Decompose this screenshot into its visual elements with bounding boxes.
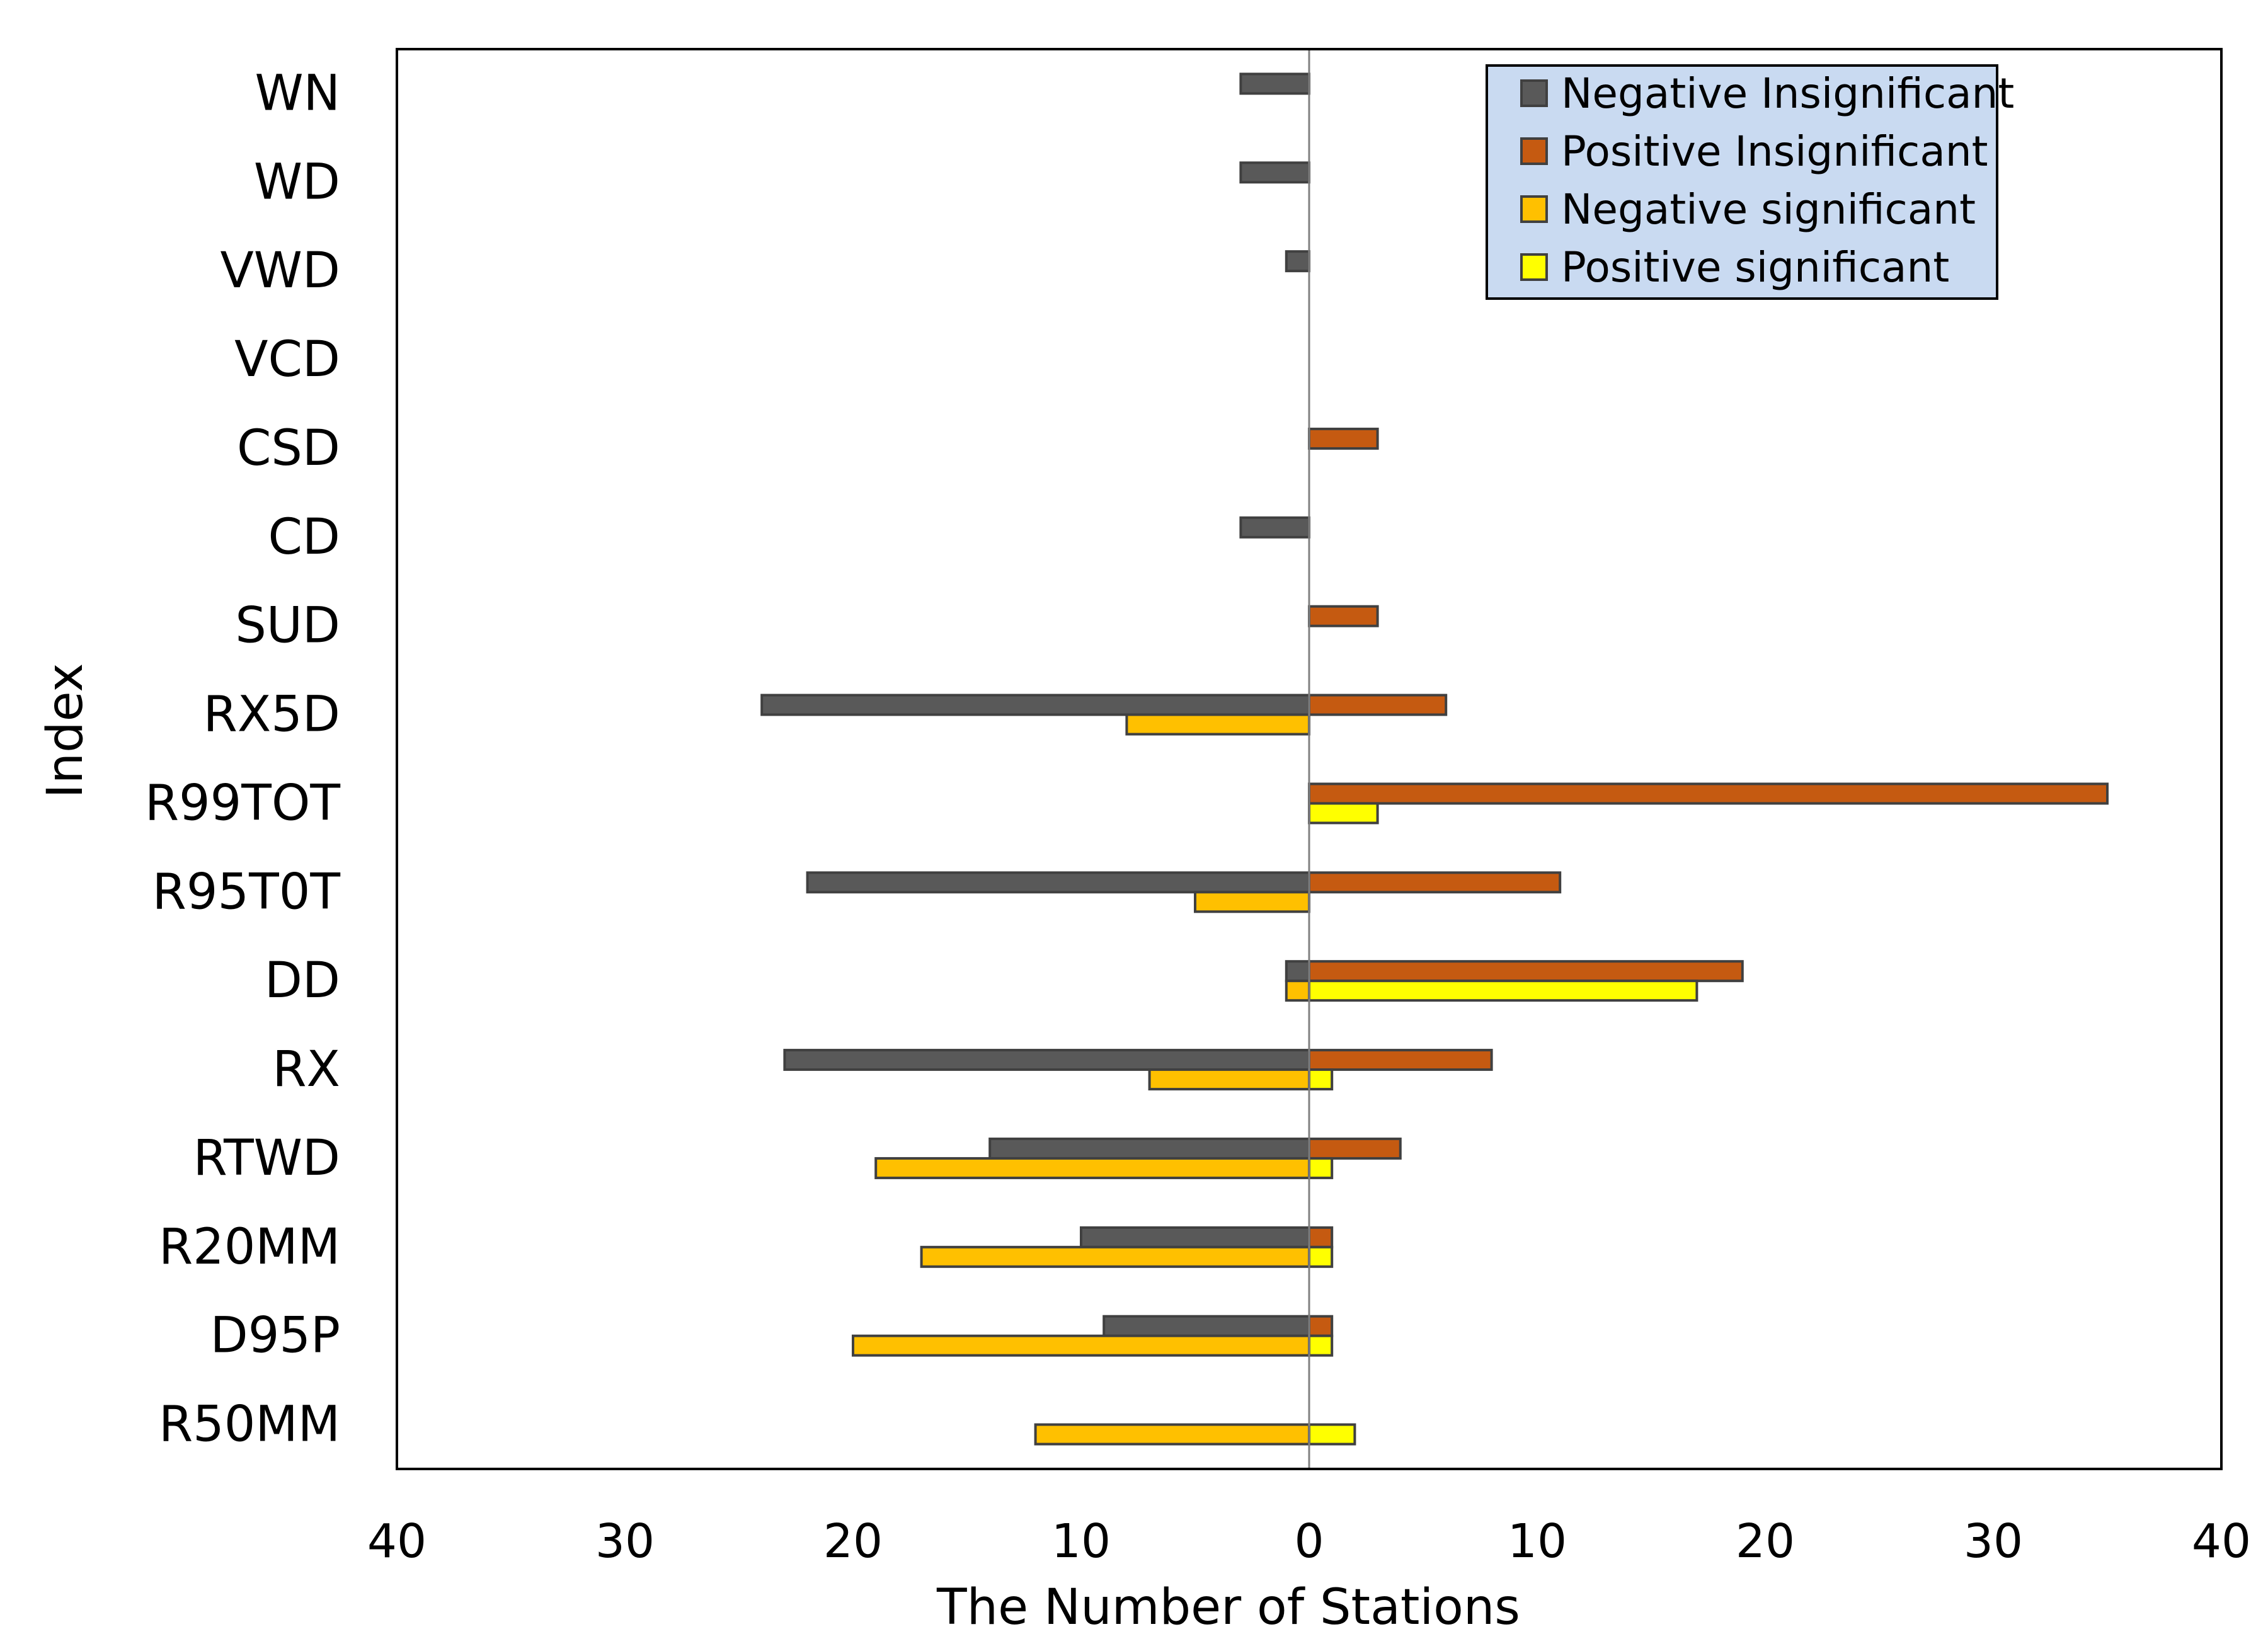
category-label-sud: SUD xyxy=(235,598,340,654)
bar-positive-insignificant-sud xyxy=(1308,605,1379,627)
x-tick-label: 30 xyxy=(1964,1514,2023,1568)
bar-negative-significant-rx5d xyxy=(1125,713,1311,736)
category-label-r95t0t: R95T0T xyxy=(152,864,341,920)
bar-positive-insignificant-d95p xyxy=(1308,1315,1334,1337)
legend-label-positive-significant: Positive significant xyxy=(1561,243,1949,292)
bar-positive-insignificant-rx5d xyxy=(1308,694,1448,716)
bar-positive-insignificant-r95t0t xyxy=(1308,871,1562,894)
category-label-r99tot: R99TOT xyxy=(145,775,340,831)
bar-negative-insignificant-wn xyxy=(1239,72,1311,95)
category-labels: WN WD VWD VCD CSD CD SUD RX5D R99TOT R95T0T DD RX RT… xyxy=(145,65,340,1453)
x-tick-label: 40 xyxy=(2192,1514,2251,1568)
bar-negative-insignificant-vwd xyxy=(1285,250,1311,273)
category-label-wn: WN xyxy=(255,65,340,122)
legend: Negative Insignificant Positive Insignifi… xyxy=(1486,64,2014,300)
bar-positive-significant-r99tot xyxy=(1308,802,1379,825)
category-label-r50mm: R50MM xyxy=(159,1397,340,1453)
bar-positive-insignificant-r99tot xyxy=(1308,782,2109,805)
bar-negative-insignificant-rtwd xyxy=(988,1137,1310,1160)
plot-frame xyxy=(396,48,2223,1470)
x-tick-label: 20 xyxy=(1736,1514,1795,1568)
category-label-csd: CSD xyxy=(237,420,340,477)
category-label-vwd: VWD xyxy=(220,243,340,299)
bar-negative-insignificant-rx5d xyxy=(760,694,1310,716)
category-label-cd: CD xyxy=(268,509,340,566)
x-tick-label: 10 xyxy=(1508,1514,1567,1568)
bar-positive-significant-rtwd xyxy=(1308,1157,1334,1179)
bar-positive-significant-dd xyxy=(1308,980,1698,1002)
bar-positive-insignificant-r20mm xyxy=(1308,1226,1334,1248)
category-label-wd: WD xyxy=(254,154,340,210)
bar-negative-significant-r95t0t xyxy=(1194,891,1310,913)
bar-positive-significant-d95p xyxy=(1308,1334,1334,1357)
category-label-d95p: D95P xyxy=(210,1308,340,1364)
legend-label-negative-insignificant: Negative Insignificant xyxy=(1561,69,2014,118)
legend-swatch-negative-insignificant xyxy=(1520,79,1548,107)
bar-positive-insignificant-csd xyxy=(1308,427,1379,450)
category-label-rtwd: RTWD xyxy=(193,1130,340,1187)
category-label-rx5d: RX5D xyxy=(203,687,340,743)
bar-negative-significant-dd xyxy=(1285,980,1311,1002)
legend-swatch-positive-insignificant xyxy=(1520,137,1548,165)
x-tick-label: 40 xyxy=(367,1514,427,1568)
x-axis-title: The Number of Stations xyxy=(936,1579,1520,1636)
bar-positive-insignificant-dd xyxy=(1308,960,1744,983)
bar-negative-significant-r20mm xyxy=(920,1245,1310,1268)
bar-positive-significant-r50mm xyxy=(1308,1423,1356,1446)
x-tick-label: 10 xyxy=(1051,1514,1111,1568)
legend-label-negative-significant: Negative significant xyxy=(1561,185,1976,234)
legend-swatch-positive-significant xyxy=(1520,253,1548,281)
bar-negative-insignificant-rx xyxy=(783,1049,1310,1071)
bar-negative-insignificant-r20mm xyxy=(1080,1226,1310,1248)
legend-swatch-negative-significant xyxy=(1520,195,1548,223)
bar-negative-insignificant-r95t0t xyxy=(806,871,1310,894)
legend-label-positive-insignificant: Positive Insignificant xyxy=(1561,127,1988,176)
bar-positive-insignificant-rtwd xyxy=(1308,1137,1402,1160)
bar-negative-significant-rtwd xyxy=(874,1157,1310,1179)
bar-negative-insignificant-wd xyxy=(1239,161,1311,184)
bar-negative-significant-rx xyxy=(1148,1068,1310,1091)
legend-box xyxy=(1486,64,1998,300)
x-tick-label: 30 xyxy=(595,1514,655,1568)
bar-negative-insignificant-dd xyxy=(1285,960,1311,983)
bar-negative-significant-d95p xyxy=(852,1334,1310,1357)
legend-items: Negative Insignificant Positive Insignifi… xyxy=(1520,69,2014,292)
category-label-r20mm: R20MM xyxy=(159,1219,340,1276)
bar-negative-insignificant-d95p xyxy=(1102,1315,1310,1337)
bar-negative-significant-r50mm xyxy=(1034,1423,1310,1446)
bar-positive-insignificant-rx xyxy=(1308,1049,1493,1071)
bar-positive-significant-r20mm xyxy=(1308,1245,1334,1268)
bar-positive-significant-rx xyxy=(1308,1068,1334,1091)
y-axis-title: Index xyxy=(37,663,94,799)
category-label-dd: DD xyxy=(265,952,340,1009)
x-tick-label: 0 xyxy=(1294,1514,1324,1568)
category-label-vcd: VCD xyxy=(234,331,340,388)
bar-negative-insignificant-cd xyxy=(1239,516,1311,539)
x-tick-label: 20 xyxy=(823,1514,883,1568)
x-tick-labels: 40 30 20 10 0 10 20 30 40 xyxy=(367,1514,2251,1568)
category-label-rx: RX xyxy=(272,1041,340,1098)
